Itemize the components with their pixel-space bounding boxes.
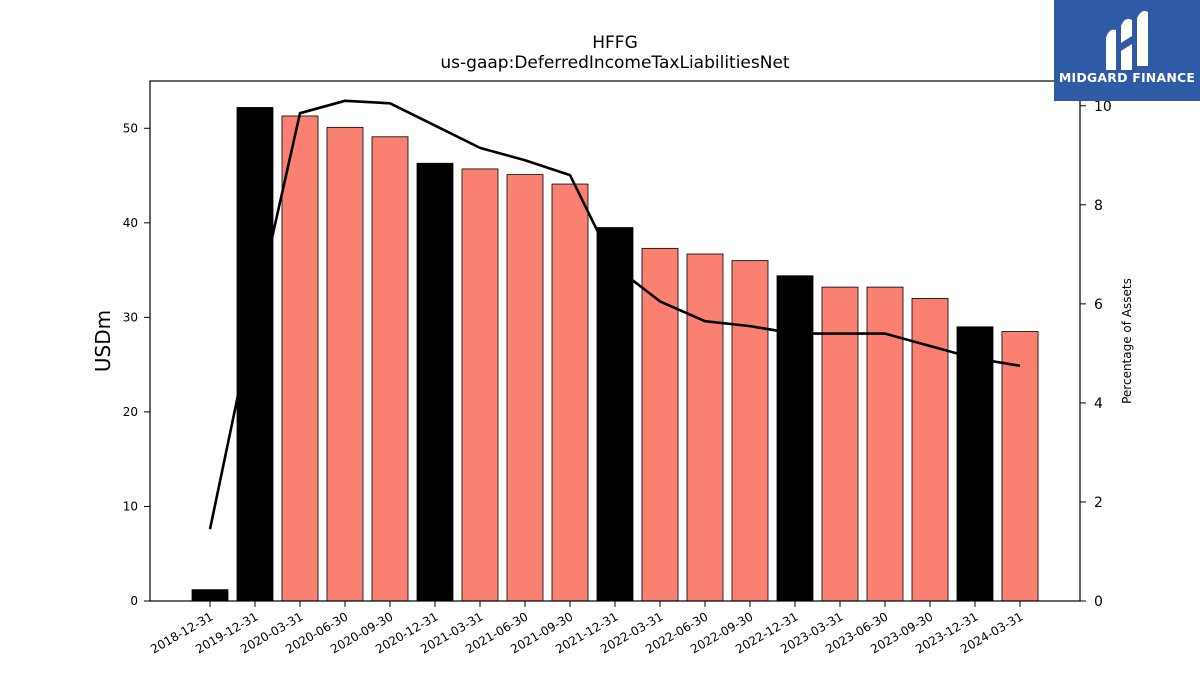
bar-2023-03-31 xyxy=(821,286,859,602)
chart-subtitle: us-gaap:DeferredIncomeTaxLiabilitiesNet xyxy=(440,53,790,73)
y-tick-label: 30 xyxy=(123,310,138,324)
bar-2022-12-31 xyxy=(776,275,814,602)
bar-2023-12-31 xyxy=(956,326,994,602)
midgard-finance-logo: MIDGARD FINANCE xyxy=(1054,0,1200,101)
bar-2022-06-30 xyxy=(686,253,724,602)
percent-of-assets-line xyxy=(208,99,1021,530)
bar-2020-12-31 xyxy=(416,162,454,602)
bar-2021-03-31 xyxy=(461,168,499,602)
y-tick-label: 10 xyxy=(123,499,138,513)
y-axis-label-left: USDm xyxy=(91,310,115,372)
bar-2022-09-30 xyxy=(731,260,769,602)
bar-2020-06-30 xyxy=(326,126,364,602)
bars-group xyxy=(191,107,1039,602)
x-axis: 2018-12-312019-12-312020-03-312020-06-30… xyxy=(148,601,1026,656)
y-tick-label: 50 xyxy=(123,121,138,135)
bar-2023-09-30 xyxy=(911,298,949,602)
bar-2023-06-30 xyxy=(866,286,904,602)
logo-text: MIDGARD FINANCE xyxy=(1058,70,1196,85)
y-axis-label-right: Percentage of Assets xyxy=(1120,278,1134,404)
bar-2021-12-31 xyxy=(596,227,634,602)
bar-2024-03-31 xyxy=(1001,331,1039,602)
y-tick-label: 0 xyxy=(130,594,138,608)
y2-tick-label: 10 xyxy=(1094,99,1112,115)
line-group xyxy=(208,99,1021,530)
bar-2018-12-31 xyxy=(191,589,229,602)
y2-tick-label: 2 xyxy=(1094,495,1103,511)
y-axis-left: 0 10 20 30 40 50 xyxy=(123,121,150,608)
y-tick-label: 20 xyxy=(123,405,138,419)
y2-tick-label: 4 xyxy=(1094,396,1103,412)
y-tick-label: 40 xyxy=(123,216,138,230)
y2-tick-label: 6 xyxy=(1094,297,1103,313)
bar-2020-03-31 xyxy=(281,115,319,602)
midgard-m-icon xyxy=(1106,10,1148,70)
y-axis-right: 0 2 4 6 8 10 xyxy=(1080,99,1112,610)
bar-2019-12-31 xyxy=(236,107,274,602)
y2-tick-label: 8 xyxy=(1094,198,1103,214)
bar-2021-09-30 xyxy=(551,183,589,602)
bar-2020-09-30 xyxy=(371,136,409,602)
y2-tick-label: 0 xyxy=(1094,594,1103,610)
bar-2021-06-30 xyxy=(506,174,544,602)
chart-title: HFFG xyxy=(592,33,638,53)
